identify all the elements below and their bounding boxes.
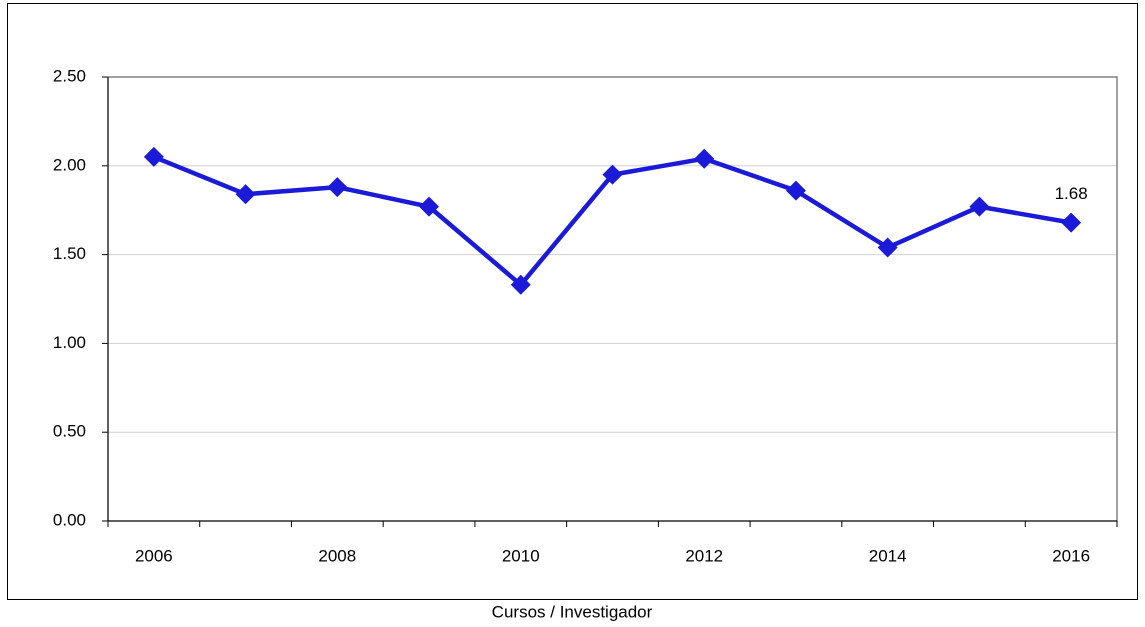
data-marker — [694, 148, 715, 169]
data-marker — [143, 146, 164, 167]
data-marker — [1061, 212, 1082, 233]
data-marker — [327, 177, 348, 198]
data-marker — [785, 180, 806, 201]
x-axis-label: Cursos / Investigador — [492, 602, 653, 621]
data-label: 1.68 — [1055, 184, 1088, 203]
y-tick-label: 1.00 — [53, 333, 86, 352]
x-tick-label: 2012 — [685, 546, 723, 565]
x-tick-label: 2006 — [135, 546, 173, 565]
data-marker — [969, 196, 990, 217]
y-tick-label: 2.50 — [53, 66, 86, 85]
x-tick-label: 2014 — [869, 546, 907, 565]
y-tick-label: 2.00 — [53, 155, 86, 174]
y-tick-label: 0.50 — [53, 422, 86, 441]
chart-border — [7, 3, 1138, 600]
data-marker — [602, 164, 623, 185]
data-marker — [877, 237, 898, 258]
x-tick-label: 2008 — [318, 546, 356, 565]
x-tick-label: 2010 — [502, 546, 540, 565]
data-marker — [235, 184, 256, 205]
y-tick-label: 0.00 — [53, 510, 86, 529]
y-tick-label: 1.50 — [53, 244, 86, 263]
x-tick-label: 2016 — [1052, 546, 1090, 565]
data-marker — [510, 274, 531, 295]
data-marker — [419, 196, 440, 217]
